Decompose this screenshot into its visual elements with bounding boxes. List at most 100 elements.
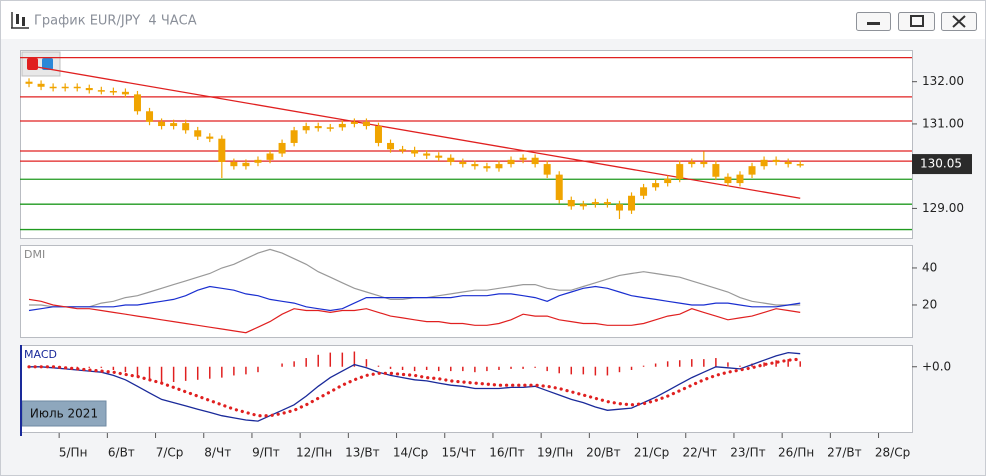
candle-body — [652, 183, 660, 188]
x-tick-label: 16/Пт — [489, 446, 524, 460]
candle-body — [471, 164, 479, 167]
trend-line — [28, 64, 801, 199]
panel-title: MACD — [24, 348, 57, 361]
last-price-label: 130.05 — [920, 157, 962, 171]
candle-body — [435, 155, 443, 158]
candle-body — [483, 166, 491, 169]
candle-body — [615, 204, 623, 211]
candle-body — [242, 162, 250, 167]
candle-body — [49, 86, 57, 89]
x-tick-label: 9/Пт — [252, 446, 280, 460]
macd-panel — [20, 345, 913, 433]
candle-body — [230, 161, 238, 167]
x-tick-label: 19/Пн — [537, 446, 573, 460]
candle-body — [158, 121, 166, 127]
candle-body — [507, 159, 515, 165]
y-tick-label: 129.00 — [922, 201, 964, 215]
candle-body — [772, 159, 780, 162]
period-label: Июль 2021 — [30, 407, 98, 421]
candle-body — [362, 121, 370, 127]
candle-body — [314, 126, 322, 129]
app-icon — [11, 12, 29, 29]
y-tick-label: 40 — [922, 260, 937, 274]
candle-body — [712, 164, 720, 177]
y-tick-label: 131.00 — [922, 116, 964, 130]
y-tick-label: +0.0 — [922, 359, 951, 373]
x-tick-label: 21/Ср — [634, 446, 669, 460]
close-button[interactable] — [941, 12, 977, 31]
x-tick-label: 28/Ср — [875, 446, 910, 460]
candle-body — [326, 127, 334, 129]
candle-body — [302, 126, 310, 131]
candle-body — [760, 159, 768, 167]
x-tick-label: 20/Вт — [586, 446, 621, 460]
macd-line — [29, 351, 801, 422]
candle-body — [688, 161, 696, 165]
candle-body — [290, 130, 298, 143]
candle-body — [555, 174, 563, 200]
x-tick-label: 12/Пн — [296, 446, 332, 460]
candle-body — [447, 157, 455, 162]
candle-body — [97, 90, 105, 92]
candle-body — [459, 161, 467, 165]
candle-body — [495, 164, 503, 169]
x-tick-label: 6/Вт — [108, 446, 135, 460]
candle-body — [278, 142, 286, 154]
candle-body — [206, 136, 214, 139]
candle-body — [664, 178, 672, 184]
candle-body — [748, 166, 756, 175]
candle-body — [182, 123, 190, 131]
candle-body — [133, 94, 141, 112]
title-bar — [1, 1, 985, 39]
candle-body — [266, 153, 274, 160]
panel-title: DMI — [24, 248, 45, 261]
candle-body — [146, 111, 154, 122]
x-tick-label: 26/Пн — [778, 446, 814, 460]
candle-body — [724, 176, 732, 184]
candle-body — [37, 83, 45, 87]
candle-body — [700, 161, 708, 165]
x-tick-label: 23/Пт — [730, 446, 765, 460]
candle-body — [109, 90, 117, 93]
x-tick-label: 15/Чт — [441, 446, 476, 460]
candle-body — [603, 202, 611, 205]
candle-body — [121, 91, 129, 95]
x-tick-label: 14/Ср — [393, 446, 428, 460]
candle-body — [218, 138, 226, 162]
candle-body — [170, 123, 178, 127]
candle-body — [194, 130, 202, 137]
x-tick-label: 5/Пн — [59, 446, 88, 460]
candle-body — [85, 88, 93, 91]
candle-body — [399, 149, 407, 151]
candle-body — [338, 123, 346, 128]
indicator-line — [28, 298, 801, 334]
x-tick-label: 7/Ср — [156, 446, 184, 460]
candle-body — [567, 199, 575, 207]
last-price-box — [912, 154, 972, 175]
candle-body — [73, 86, 81, 89]
candle-body — [676, 164, 684, 179]
x-tick-label: 22/Чт — [682, 446, 717, 460]
candle-body — [387, 142, 395, 150]
indicator-icon — [21, 51, 61, 77]
x-tick-label: 8/Чт — [204, 446, 231, 460]
candle-body — [423, 153, 431, 156]
candle-body — [640, 187, 648, 196]
candle-body — [531, 157, 539, 165]
x-tick-label: 27/Вт — [827, 446, 862, 460]
candle-body — [796, 164, 804, 166]
candle-body — [374, 126, 382, 143]
candle-body — [350, 121, 358, 124]
maximize-button[interactable] — [898, 12, 935, 31]
candle-body — [543, 164, 551, 175]
signal-line — [27, 357, 802, 418]
candle-body — [61, 86, 69, 89]
indicator-line — [28, 285, 801, 312]
candle-body — [628, 195, 636, 211]
price-panel — [20, 50, 913, 239]
candle-body — [411, 150, 419, 154]
minimize-button[interactable] — [856, 12, 891, 31]
candle-body — [591, 202, 599, 205]
candle-body — [254, 159, 262, 163]
